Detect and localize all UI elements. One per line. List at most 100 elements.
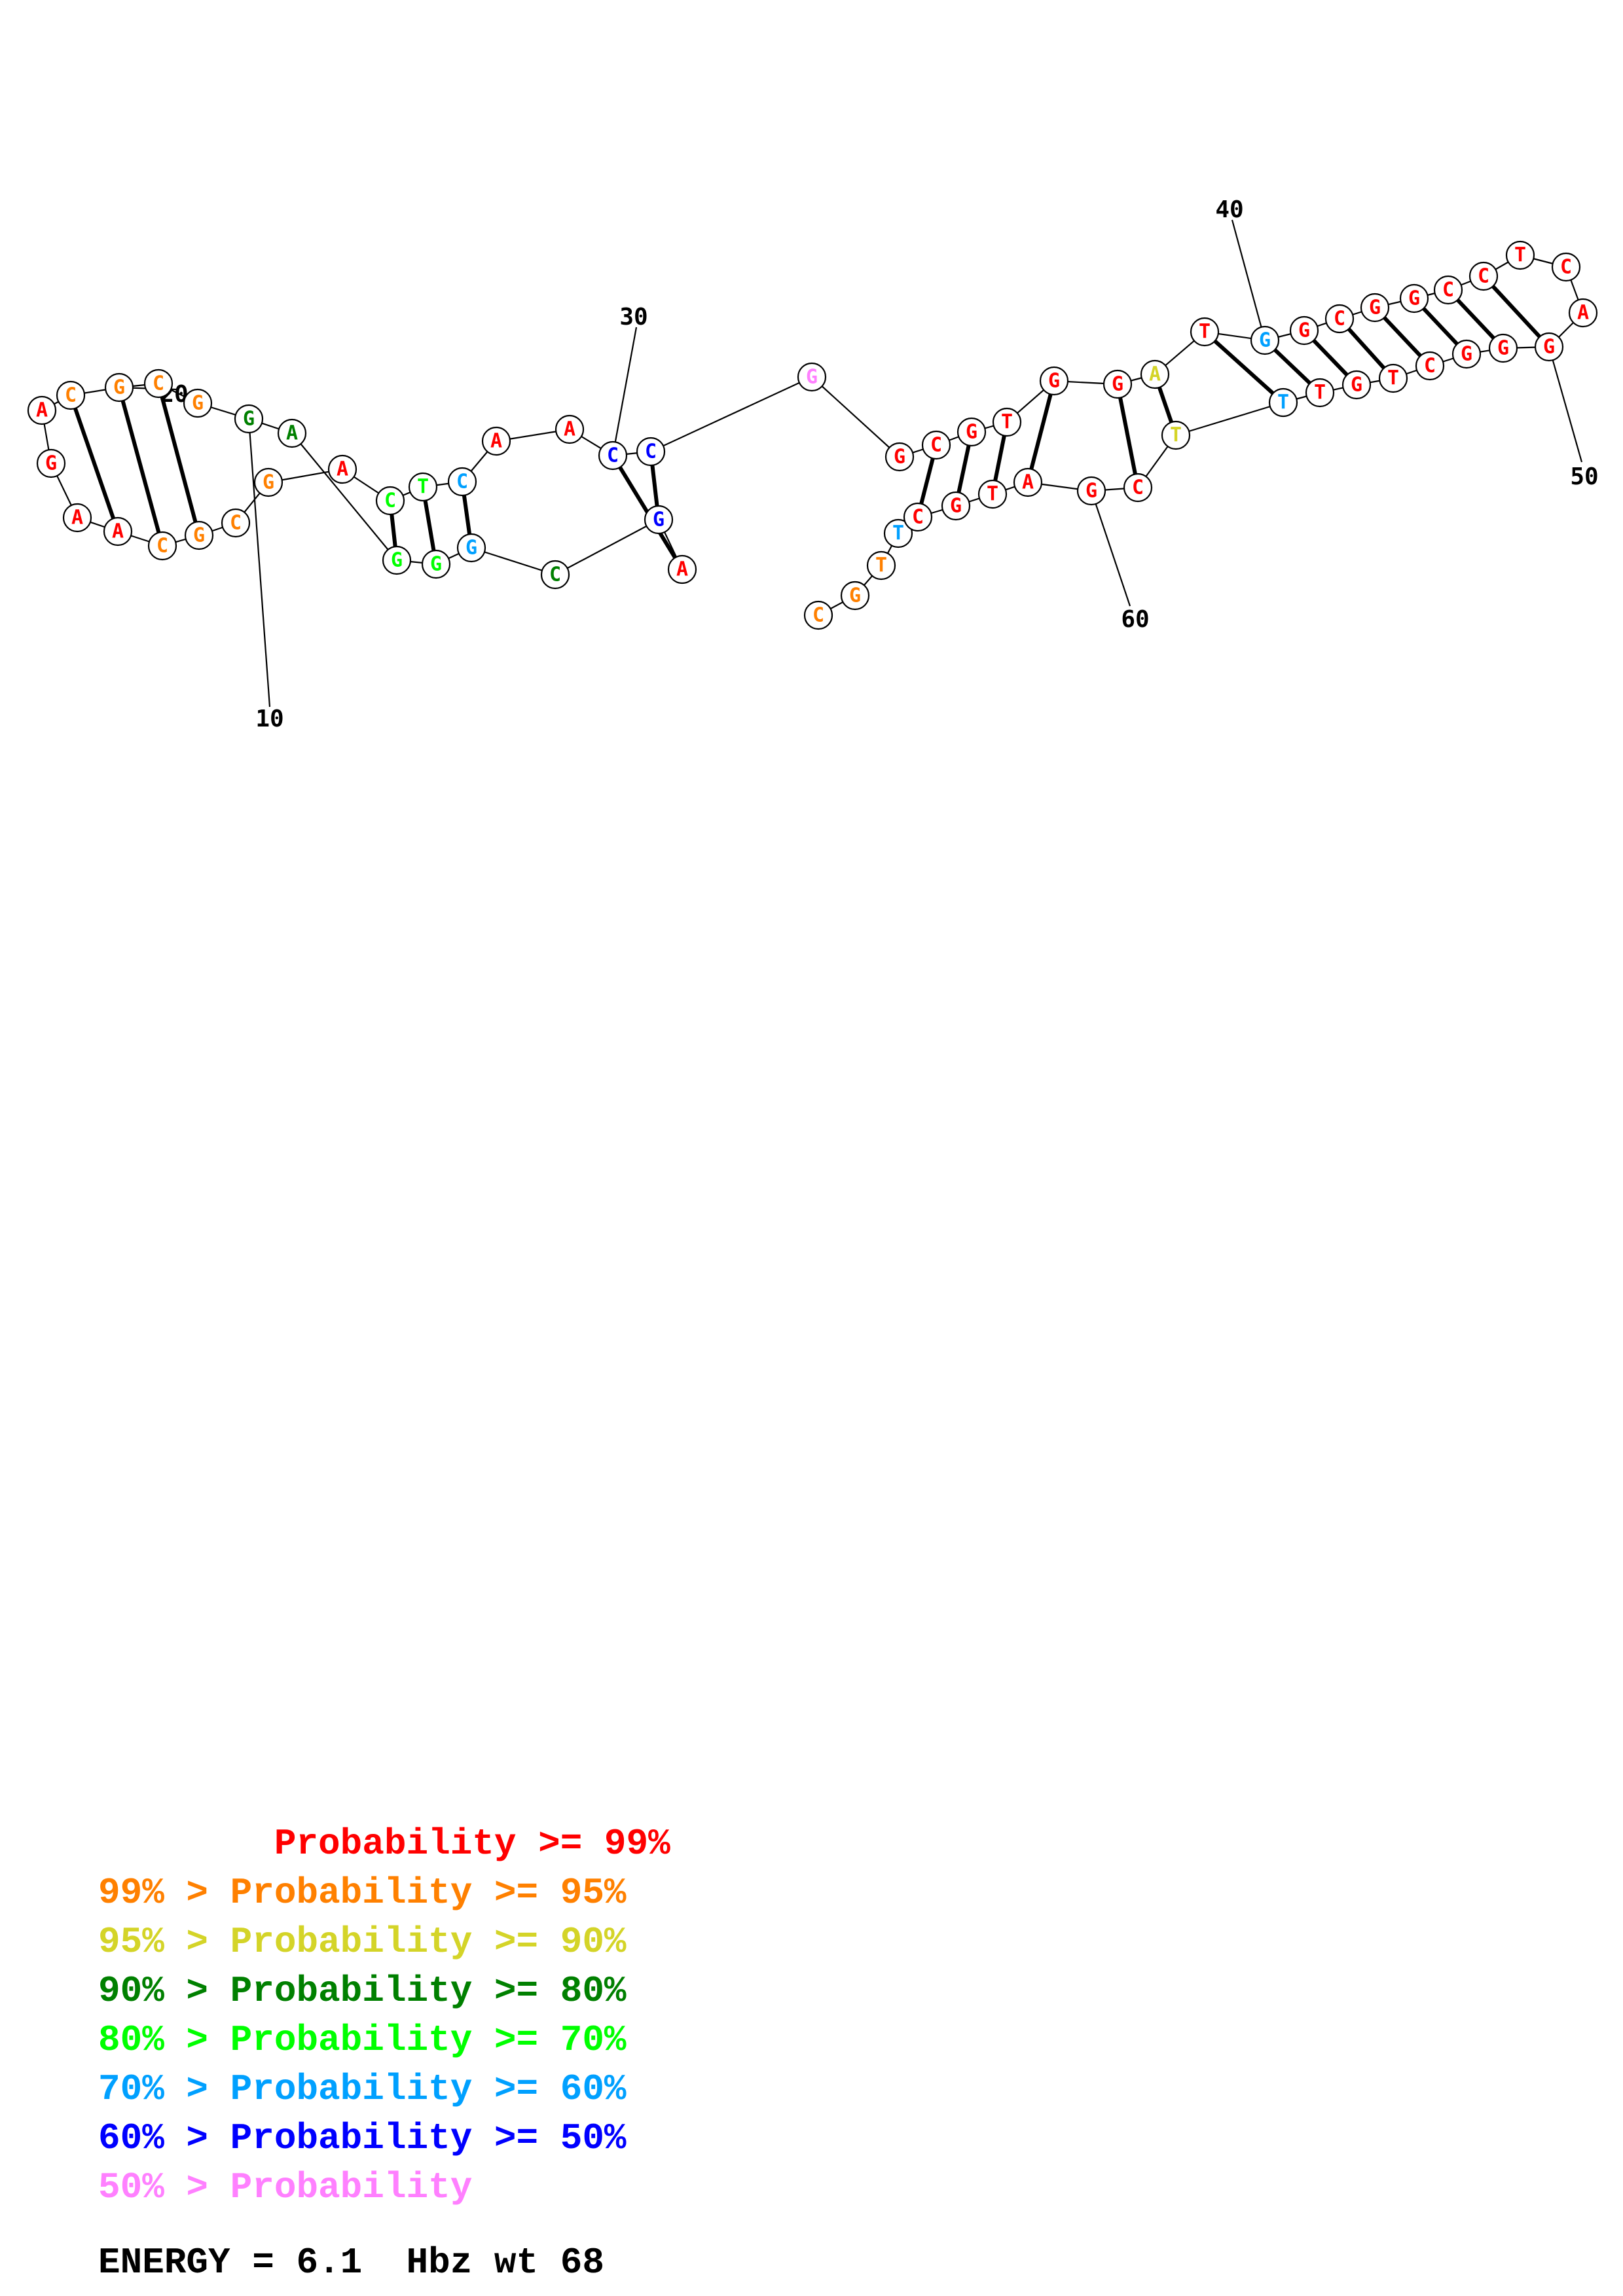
nucleotide-base: C — [384, 490, 396, 512]
nucleotide-circle — [382, 545, 412, 575]
nucleotide-base: C — [156, 535, 168, 558]
nucleotide-base: C — [153, 372, 164, 395]
nucleotide-base: A — [490, 430, 502, 453]
nucleotide-base: G — [653, 509, 665, 531]
position-tick — [1090, 490, 1131, 607]
nucleotide-circle — [1415, 351, 1445, 381]
nucleotide: C — [903, 502, 933, 532]
backbone-segment — [811, 376, 900, 457]
nucleotide: A — [1013, 467, 1043, 497]
nucleotide-circle — [840, 581, 870, 611]
nucleotide-base: G — [1351, 374, 1362, 397]
nucleotide-circle — [1190, 317, 1220, 347]
nucleotide-base: A — [337, 458, 348, 481]
nucleotide-circle — [1568, 298, 1598, 328]
nucleotide: A — [1140, 359, 1170, 389]
backbone-segment — [650, 376, 812, 452]
nucleotide-base: C — [1424, 355, 1436, 378]
nucleotide: T — [408, 472, 438, 502]
nucleotide: C — [56, 380, 86, 410]
nucleotide-base: A — [36, 399, 48, 422]
nucleotide: G — [1341, 370, 1372, 400]
nucleotide-base: G — [1369, 296, 1381, 319]
nucleotide: G — [456, 533, 486, 563]
nucleotide-base: G — [806, 366, 818, 389]
nucleotide-base: G — [1543, 336, 1555, 359]
nucleotide-circle — [481, 426, 511, 456]
nucleotide: C — [1468, 261, 1499, 291]
nucleotide-base: G — [894, 446, 905, 469]
nucleotide-circle — [1505, 240, 1535, 270]
nucleotide-circle — [1161, 420, 1191, 450]
nucleotide: C — [147, 531, 177, 561]
nucleotide: T — [1378, 363, 1408, 393]
nucleotide-circle — [143, 368, 173, 399]
nucleotide-base: T — [1277, 391, 1289, 414]
energy-readout: ENERGY = 6.1 Hbz wt 68 — [98, 2242, 604, 2284]
nucleotide-base: T — [1001, 411, 1013, 434]
nucleotide: G — [941, 491, 971, 521]
nucleotide-circle — [184, 520, 214, 550]
nucleotide-circle — [540, 560, 570, 590]
nucleotide: C — [1551, 252, 1581, 282]
nucleotide-base: A — [71, 507, 83, 529]
nucleotide: G — [1360, 293, 1390, 323]
backbone-layer — [41, 254, 1584, 616]
nucleotide: G — [1076, 476, 1106, 506]
nucleotide: G — [382, 545, 412, 575]
nucleotide-circle — [253, 467, 283, 497]
nucleotide: G — [234, 404, 264, 434]
nucleotide: A — [103, 516, 133, 547]
nucleotide-base: C — [1560, 256, 1572, 279]
nucleotide-base: C — [1132, 476, 1144, 499]
legend-entry-95: 99% > Probability >= 95% — [98, 1872, 627, 1914]
backbone-segment — [291, 433, 397, 561]
position-label: 10 — [255, 706, 283, 732]
nucleotide-circle — [555, 414, 585, 444]
nucleotide-base: G — [1112, 373, 1123, 396]
nucleotide-circle — [1123, 473, 1153, 503]
position-tick — [1548, 346, 1583, 463]
nucleotide: T — [1268, 387, 1298, 418]
nucleotide-base: G — [113, 376, 125, 399]
nucleotide: G — [797, 362, 827, 392]
nucleotide-circle — [883, 518, 913, 548]
nucleotide: G — [1039, 366, 1069, 396]
nucleotide-base: C — [1334, 308, 1345, 331]
nucleotide-base: C — [65, 384, 77, 407]
nucleotide-base: G — [1298, 319, 1310, 342]
nucleotide: G — [36, 448, 66, 478]
backbone-segment — [471, 547, 556, 576]
base-pair-bond — [156, 383, 201, 536]
nucleotide-circle — [941, 491, 971, 521]
nucleotide-circle — [221, 508, 251, 538]
nucleotide: T — [866, 550, 896, 581]
nucleotide-circle — [408, 472, 438, 502]
backbone-segment — [555, 519, 659, 575]
nucleotide-circle — [667, 554, 697, 584]
nucleotide-base: G — [391, 549, 403, 572]
nucleotide-circle — [1468, 261, 1499, 291]
nucleotide-circle — [56, 380, 86, 410]
nucleotide: T — [1190, 317, 1220, 347]
nucleotide-circle — [1076, 476, 1106, 506]
nucleotide-base: T — [1199, 321, 1211, 344]
nucleotide-base: G — [1085, 480, 1097, 503]
nucleotide-circle — [866, 550, 896, 581]
nucleotide-circle — [992, 407, 1022, 437]
nucleotide: G — [1103, 369, 1133, 399]
backbone-segment — [1175, 401, 1284, 437]
nucleotide-base: A — [286, 422, 298, 445]
nucleotide-circle — [1324, 304, 1355, 334]
base-pair-bond — [117, 387, 164, 547]
nucleotide-circle — [1268, 387, 1298, 418]
nucleotide: G — [183, 388, 213, 418]
nucleotide: C — [143, 368, 173, 399]
nucleotide-base: T — [892, 522, 904, 545]
nucleotide: G — [1250, 325, 1280, 355]
nucleotide: C — [375, 486, 405, 516]
base-pair-bond — [1026, 380, 1056, 483]
nucleotide: C — [1123, 473, 1153, 503]
